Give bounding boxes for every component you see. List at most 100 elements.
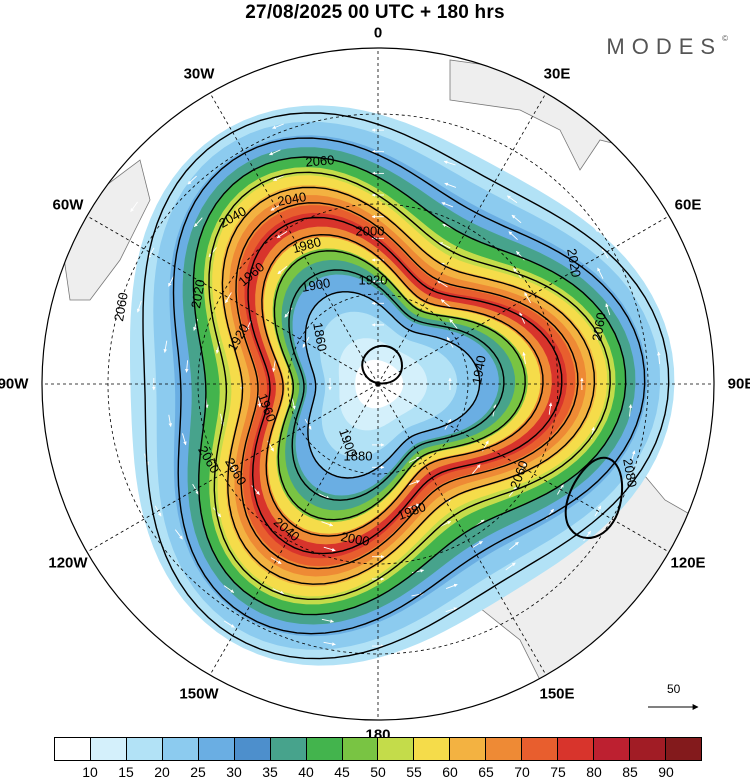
meridian-line (209, 383, 379, 676)
wind-vector (437, 280, 448, 288)
wind-vector (272, 588, 284, 595)
wind-vector (508, 231, 518, 241)
colorbar-label: 90 (658, 764, 674, 780)
wind-vector (511, 214, 522, 224)
wind-scale-value: 50 (667, 682, 681, 696)
contour-label: 2060 (305, 152, 335, 169)
colorbar-label: 75 (550, 764, 566, 780)
wind-vector (444, 182, 457, 188)
colorbar-swatch (522, 738, 559, 760)
colorbar-swatch (342, 738, 379, 760)
contour-label: 2060 (111, 291, 131, 322)
wind-vector (583, 530, 592, 542)
graticule (42, 48, 714, 720)
longitude-label: 120E (670, 554, 706, 572)
contour-label: 2020 (188, 278, 208, 309)
meridian-line (86, 215, 379, 385)
height-contour (221, 186, 596, 585)
meridian-line (377, 383, 670, 553)
longitude-label: 120W (48, 554, 88, 572)
wind-vector (508, 486, 518, 497)
height-contour (361, 344, 404, 385)
meridian-line (377, 92, 547, 385)
colorbar-label: 10 (82, 764, 98, 780)
colorbar-label: 60 (442, 764, 458, 780)
wind-vector (449, 318, 458, 329)
height-contour (304, 291, 481, 479)
colorbar-swatch (486, 738, 523, 760)
wind-vector (519, 462, 527, 474)
longitude-label: 0 (373, 24, 383, 42)
wind-vector (168, 275, 175, 287)
brand-name: MODES (606, 34, 723, 59)
colorbar-label: 25 (190, 764, 206, 780)
colorbar-label: 40 (298, 764, 314, 780)
wind-vector (548, 402, 553, 415)
longitude-label: 90W (0, 375, 29, 393)
wind-vector (225, 292, 232, 304)
colorbar-label: 15 (118, 764, 134, 780)
contour-label: 2060 (589, 311, 609, 342)
colorbar-swatch (378, 738, 415, 760)
colorbar-label: 55 (406, 764, 422, 780)
wind-vector (676, 280, 682, 293)
wind-vector (136, 300, 142, 313)
wind-vector (441, 202, 454, 208)
wind-vector (675, 324, 680, 338)
colorbar-swatch (90, 738, 127, 760)
contour-label: 1980 (291, 234, 323, 256)
contour-label: 2020 (564, 247, 584, 278)
wind-vector (187, 175, 197, 185)
colorbar-label: 65 (478, 764, 494, 780)
meridian-line (377, 383, 547, 676)
colorbar-swatch (234, 738, 271, 760)
wind-vector (208, 247, 217, 258)
colorbar-swatch (414, 738, 451, 760)
longitude-label: 30W (183, 65, 215, 83)
wind-vector (269, 99, 282, 105)
colorbar-label: 30 (226, 764, 242, 780)
colorbar-swatch (665, 738, 701, 760)
wind-vector (272, 123, 284, 129)
wind-vector (445, 607, 458, 613)
colorbar-label: 50 (370, 764, 386, 780)
wind-vector (321, 521, 334, 527)
longitude-label: 60W (52, 196, 84, 214)
wind-vector (507, 195, 518, 204)
wind-vector (270, 204, 282, 211)
colorbar-swatch (558, 738, 595, 760)
wind-vector (407, 503, 420, 509)
wind-vector (168, 414, 173, 427)
contour-label: 2040 (276, 189, 307, 209)
wind-vector (270, 693, 283, 699)
colorbar-label: 80 (586, 764, 602, 780)
wind-vector (177, 648, 189, 657)
meridian-line (209, 92, 379, 385)
colorbar-swatch (306, 738, 343, 760)
wind-vector (323, 641, 336, 646)
wind-vector (163, 340, 168, 353)
wind-vector (185, 360, 189, 373)
wind-vector (223, 620, 235, 628)
wind-vector (323, 546, 336, 552)
wind-vector (273, 174, 285, 182)
colorbar-label: 85 (622, 764, 638, 780)
longitude-label: 90E (727, 375, 750, 393)
colorbar-swatch (450, 738, 487, 760)
wind-vector (445, 583, 458, 590)
colorbar-swatch (162, 738, 199, 760)
wind-vector (443, 160, 456, 166)
wind-vector (590, 221, 598, 233)
wind-vector (223, 585, 235, 593)
wind-vector (229, 462, 237, 474)
wind-vector (519, 312, 526, 324)
wind-vector (257, 395, 262, 408)
wind-vector (408, 456, 421, 463)
wind-vector (439, 242, 451, 249)
wind-vector (272, 74, 285, 80)
contour-label: 1920 (359, 272, 388, 287)
wind-vector (509, 541, 519, 551)
wind-vector (628, 404, 633, 417)
colorbar-swatch (594, 738, 630, 760)
